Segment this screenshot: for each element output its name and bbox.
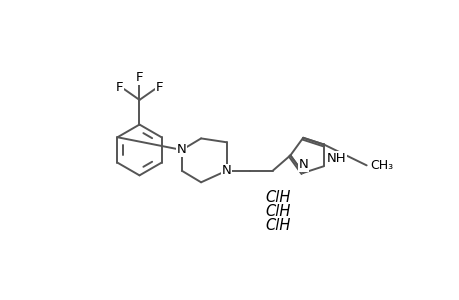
Text: CH₃: CH₃ xyxy=(369,159,393,172)
Text: N: N xyxy=(221,164,231,177)
Text: F: F xyxy=(135,71,143,84)
Text: F: F xyxy=(116,81,123,94)
Text: N: N xyxy=(298,158,308,171)
Text: N: N xyxy=(177,143,186,157)
Text: ClH: ClH xyxy=(264,204,290,219)
Text: ClH: ClH xyxy=(264,190,290,205)
Text: NH: NH xyxy=(326,152,346,165)
Text: ClH: ClH xyxy=(264,218,290,233)
Text: F: F xyxy=(156,81,163,94)
